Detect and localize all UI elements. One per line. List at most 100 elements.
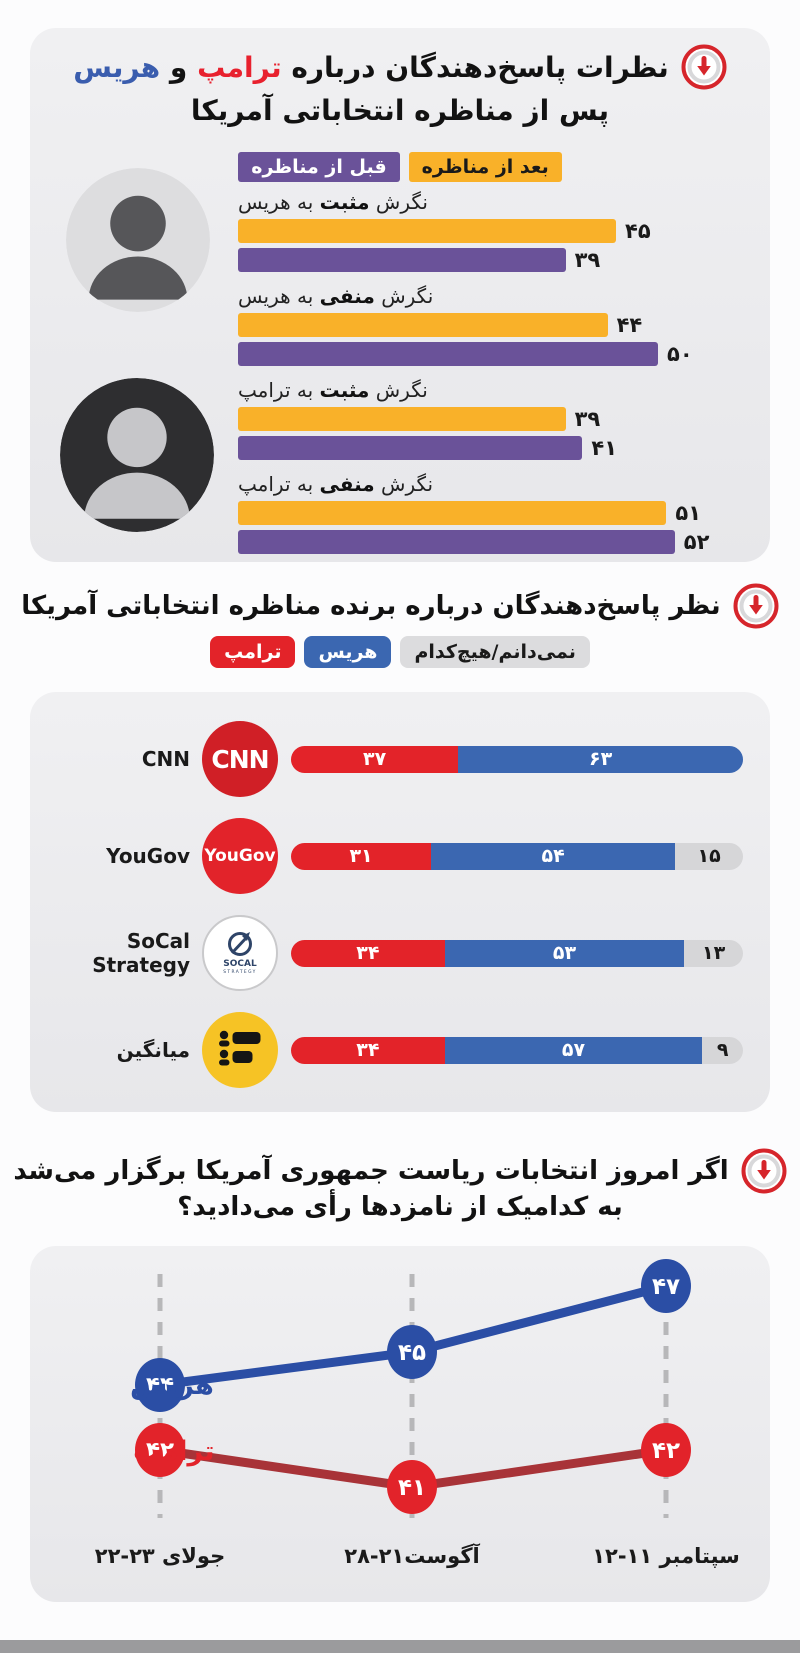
label-bold: منفی	[319, 284, 375, 308]
socal-logo-line1: SOCAL	[223, 959, 257, 969]
legend-trump-chip: ترامپ	[210, 636, 296, 668]
legend-dont-know-chip: نمی‌دانم/هیچ‌کدام	[400, 636, 590, 668]
label-bold: مثبت	[319, 190, 370, 214]
legend-before-debate-chip: قبل از مناظره	[238, 152, 400, 182]
label-pre: نگرش	[369, 190, 428, 214]
trump-segment-value: ۳۴	[356, 1039, 380, 1061]
bar-glyph-long	[232, 1032, 261, 1044]
after-debate-bar	[238, 219, 616, 243]
attitude-group-label: نگرش مثبت به هریس	[238, 190, 758, 214]
socal-logo-line2: STRATEGY	[223, 969, 257, 975]
poll-source-label: SoCal Strategy	[92, 929, 190, 977]
attitude-bar-groups: نگرش مثبت به هریس ۴۵ ۳۹ نگرش منفی به هریس ۴۴…	[238, 190, 758, 566]
average-pictogram-icon	[219, 1030, 261, 1066]
other-segment: ۱۵	[675, 842, 743, 870]
section2-title: نظر پاسخ‌دهندگان درباره برنده مناظره انت…	[0, 583, 800, 629]
x-label-august: ۲۸-۲۱آگوست	[344, 1544, 480, 1568]
harris-segment-value: ۶۳	[589, 748, 613, 770]
after-debate-bar	[238, 407, 566, 431]
stacked-bar: ۳۴ ۵۳ ۱۳	[291, 939, 743, 967]
label-pre: نگرش	[374, 284, 434, 308]
before-debate-row: ۵۰	[238, 342, 758, 366]
harris-photo	[66, 168, 210, 312]
attitude-group-1: نگرش منفی به هریس ۴۴ ۵۰	[238, 284, 758, 366]
title1-trump: ترامپ	[197, 50, 282, 84]
before-debate-value: ۴۱	[591, 436, 618, 460]
legend-harris-chip: هریس	[304, 636, 392, 668]
after-debate-value: ۳۹	[574, 407, 601, 431]
trump-segment: ۳۴	[291, 1036, 445, 1064]
bar-glyph-short	[232, 1051, 253, 1063]
after-debate-bar	[238, 501, 667, 525]
trump-point	[387, 1460, 437, 1514]
trump-segment: ۳۴	[291, 939, 445, 967]
trump-segment-value: ۳۱	[349, 845, 373, 867]
trump-series-label: ترامپ	[133, 1436, 215, 1467]
label-post: به هریس	[238, 190, 320, 214]
title1-harris: هریس	[73, 50, 161, 84]
attitude-group-label: نگرش منفی به ترامپ	[238, 472, 758, 496]
after-debate-bar	[238, 313, 608, 337]
harris-segment: ۵۴	[431, 842, 676, 870]
harris-segment: ۵۷	[444, 1036, 703, 1064]
yougov-logo: YouGov	[202, 818, 278, 894]
section1-title: نظرات پاسخ‌دهندگان درباره ترامپ و هریس	[30, 44, 770, 90]
label-bold: مثبت	[319, 378, 370, 402]
average-logo	[202, 1012, 278, 1088]
harris-point-value: ۴۷	[652, 1274, 680, 1300]
poll-row-average: میانگین ۳۴ ۵۷ ۹	[30, 1012, 770, 1088]
before-debate-bar	[238, 436, 583, 460]
winner-polls-card: CNN CNN ۳۷ ۶۳ YouGov YouGov ۳۱ ۵۴ ۱۵ SoCal Strate…	[30, 692, 770, 1112]
x-label-july: ۲۲-۲۳ جولای	[94, 1544, 226, 1568]
vote-intention-card: ۴۲ ۴۱ ۴۲ ۴۴ ۴۵ ۴۷ هریس ترامپ ۲۲-۲۳ جولای ۲۸-۲۱آ…	[30, 1246, 770, 1602]
legend-after-debate-chip: بعد از مناظره	[408, 152, 562, 182]
person-icon	[219, 1049, 229, 1059]
person-icon	[219, 1030, 229, 1040]
label-post: به ترامپ	[238, 472, 320, 496]
before-debate-row: ۵۲	[238, 530, 758, 554]
trump-segment-value: ۳۷	[363, 748, 387, 770]
harris-point	[135, 1358, 185, 1412]
poll-row-cnn: CNN CNN ۳۷ ۶۳	[30, 721, 770, 797]
label-pre: نگرش	[374, 472, 434, 496]
harris-point	[641, 1259, 691, 1313]
section3-title-text: اگر امروز انتخابات ریاست جمهوری آمریکا ب…	[13, 1156, 729, 1186]
socal-trend-line	[230, 935, 249, 955]
harris-series-label: هریس	[130, 1370, 214, 1401]
before-debate-bar	[238, 248, 566, 272]
attitude-group-0: نگرش مثبت به هریس ۴۵ ۳۹	[238, 190, 758, 272]
socal-arrow-head	[242, 932, 250, 941]
cnn-logo-text: CNN	[211, 744, 269, 774]
stacked-bar: ۳۱ ۵۴ ۱۵	[291, 842, 743, 870]
poll-rows: CNN CNN ۳۷ ۶۳ YouGov YouGov ۳۱ ۵۴ ۱۵ SoCal Strate…	[30, 692, 770, 1088]
footer-bar	[0, 1640, 800, 1653]
attitudes-section-card: نظرات پاسخ‌دهندگان درباره ترامپ و هریس پ…	[30, 28, 770, 562]
trump-point-value: ۴۲	[652, 1438, 680, 1464]
after-debate-row: ۴۵	[238, 219, 758, 243]
section3-title: اگر امروز انتخابات ریاست جمهوری آمریکا ب…	[0, 1148, 800, 1194]
socal-circle	[228, 932, 252, 956]
trump-segment-value: ۳۴	[356, 942, 380, 964]
harris-segment-value: ۵۴	[541, 845, 565, 867]
trump-point-value: ۴۱	[398, 1475, 426, 1501]
poll-source-label: CNN	[141, 747, 190, 771]
legend-before-after: بعد از مناظره قبل از مناظره	[30, 152, 770, 182]
trump-segment: ۳۷	[291, 745, 459, 773]
poll-row-socal: SoCal Strategy SOCAL STRATEGY ۳۴ ۵۳ ۱۳	[30, 915, 770, 991]
title1-conj: و	[169, 50, 188, 84]
attitude-group-label: نگرش منفی به هریس	[238, 284, 758, 308]
harris-segment-value: ۵۷	[561, 1039, 586, 1061]
harris-segment: ۵۳	[444, 939, 685, 967]
trump-point	[135, 1423, 185, 1477]
line-chart: ۴۲ ۴۱ ۴۲ ۴۴ ۴۵ ۴۷ هریس ترامپ	[130, 1259, 691, 1518]
stacked-bar: ۳۷ ۶۳	[291, 745, 743, 773]
attitude-group-label: نگرش مثبت به ترامپ	[238, 378, 758, 402]
trump-point	[641, 1423, 691, 1477]
down-arrow-badge-icon	[733, 583, 779, 629]
before-debate-bar	[238, 342, 658, 366]
other-segment-value: ۱۳	[701, 942, 726, 964]
other-segment: ۱۳	[684, 939, 743, 967]
before-debate-row: ۴۱	[238, 436, 758, 460]
